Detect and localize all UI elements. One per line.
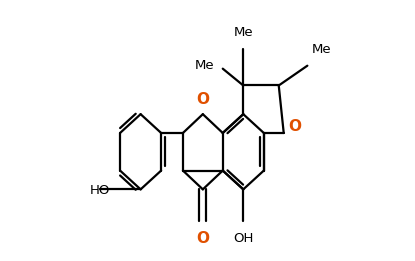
Text: Me: Me	[312, 43, 331, 56]
Text: Me: Me	[234, 26, 253, 39]
Text: HO: HO	[90, 184, 110, 197]
Text: O: O	[196, 231, 209, 246]
Text: Me: Me	[194, 59, 214, 72]
Text: O: O	[196, 92, 209, 107]
Text: O: O	[288, 118, 301, 134]
Text: OH: OH	[233, 232, 254, 245]
